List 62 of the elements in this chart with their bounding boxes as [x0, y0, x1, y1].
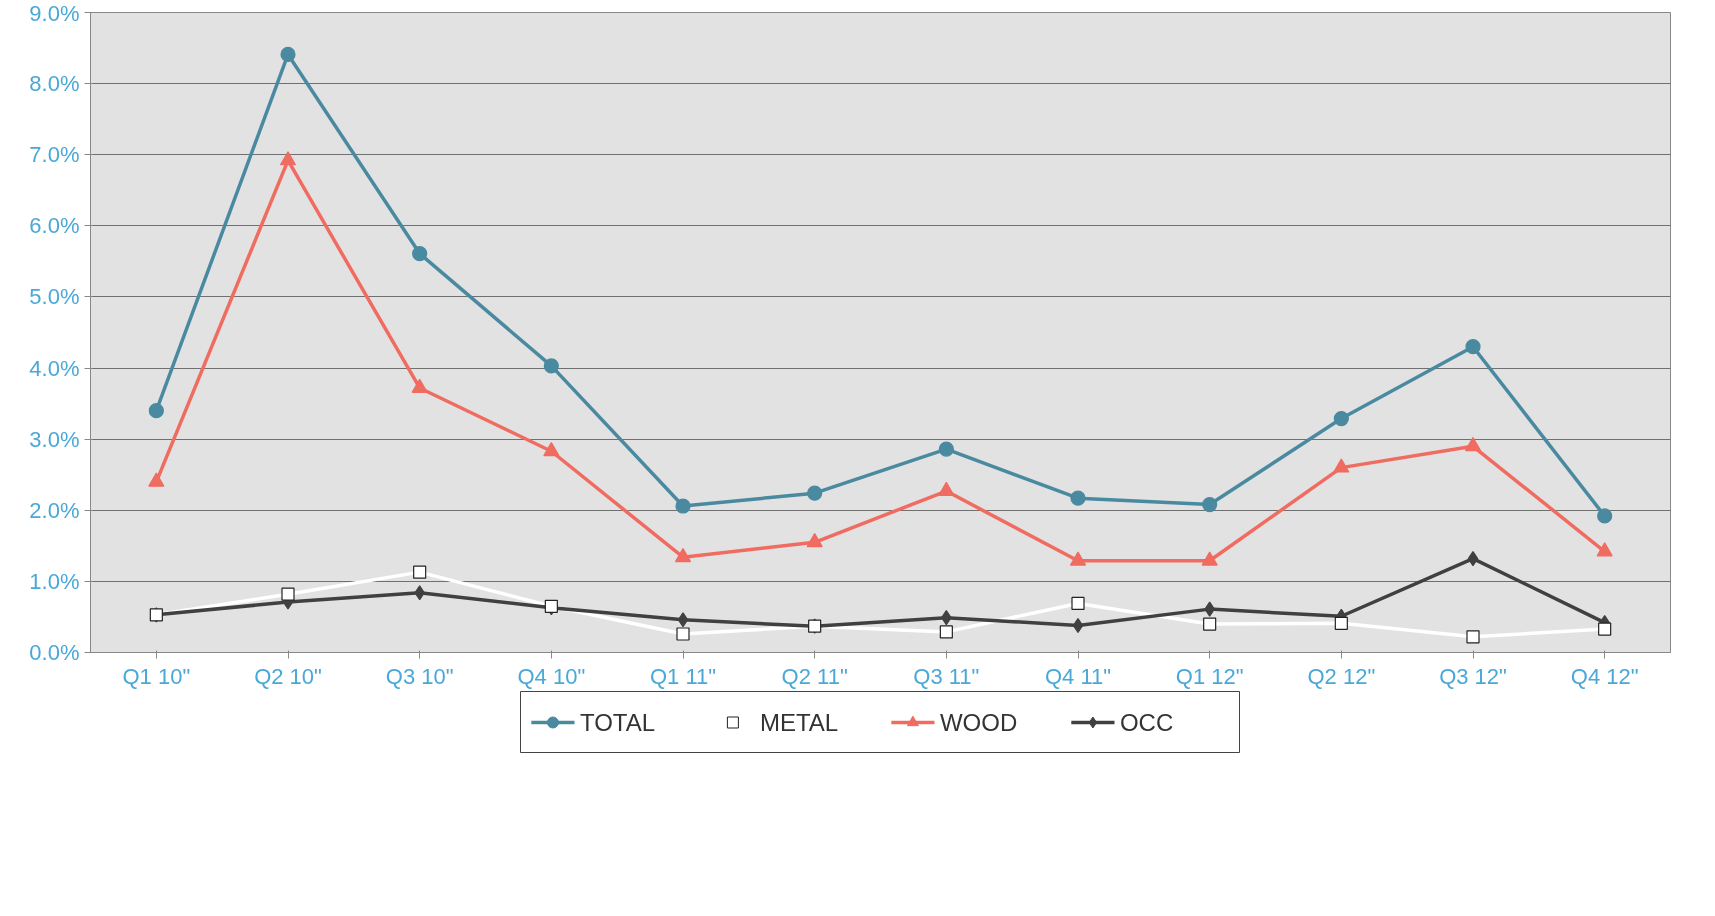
point — [675, 498, 691, 514]
x-tick-label: Q1 12" — [1175, 663, 1244, 689]
point — [1467, 551, 1479, 567]
point — [543, 358, 559, 374]
point — [1070, 490, 1086, 506]
point — [413, 565, 427, 579]
point — [1202, 497, 1218, 513]
point — [543, 442, 560, 457]
point — [676, 627, 690, 641]
point — [1333, 410, 1349, 427]
point — [281, 587, 295, 601]
legend-label: WOOD — [939, 709, 1018, 736]
x-tick-label: Q4 10" — [517, 663, 586, 689]
y-tick-label: 9.0% — [29, 0, 80, 26]
point — [1597, 508, 1613, 524]
point — [148, 472, 165, 487]
point — [1072, 617, 1084, 634]
x-tick-label: Q1 10" — [122, 663, 191, 689]
point — [938, 441, 954, 457]
x-tick-label: Q2 10" — [254, 663, 322, 689]
y-tick-label: 7.0% — [29, 142, 80, 168]
point — [1333, 458, 1350, 473]
y-tick-label: 1.0% — [29, 568, 80, 594]
x-tick-label: Q4 12" — [1570, 663, 1639, 689]
point — [1071, 596, 1085, 611]
x-tick-label: Q3 11" — [913, 663, 980, 689]
point — [1596, 542, 1613, 557]
x-tick-label: Q3 10" — [385, 663, 454, 689]
point — [1598, 622, 1612, 636]
x-tick-label: Q2 12" — [1307, 663, 1376, 689]
x-tick-label: Q1 11" — [649, 663, 717, 689]
point — [674, 547, 692, 563]
point — [1334, 616, 1348, 630]
point — [279, 151, 297, 166]
point — [677, 612, 689, 628]
legend-label: OCC — [1119, 709, 1174, 736]
point — [1069, 551, 1087, 566]
y-tick-label: 2.0% — [29, 497, 80, 523]
y-tick-label: 8.0% — [29, 71, 80, 97]
y-tick-label: 6.0% — [29, 213, 80, 239]
point — [412, 245, 428, 262]
legend-label: TOTAL — [579, 709, 656, 736]
x-tick-label: Q4 11" — [1044, 663, 1112, 689]
point — [938, 481, 955, 497]
y-tick-label: 4.0% — [29, 355, 80, 381]
legend-label: METAL — [759, 709, 839, 736]
point — [280, 46, 296, 63]
x-tick-label: Q3 12" — [1439, 663, 1507, 689]
point — [939, 625, 953, 639]
point — [148, 403, 164, 419]
point — [411, 378, 428, 393]
x-tick-label: Q2 11" — [781, 663, 848, 689]
point — [1201, 551, 1218, 566]
point — [806, 533, 823, 548]
point — [1464, 437, 1482, 452]
point — [1466, 630, 1480, 644]
point — [1203, 617, 1217, 631]
y-tick-label: 0.0% — [29, 640, 80, 665]
point — [807, 485, 823, 501]
y-tick-label: 5.0% — [29, 284, 80, 310]
point — [1465, 339, 1481, 355]
y-tick-label: 3.0% — [29, 426, 80, 452]
